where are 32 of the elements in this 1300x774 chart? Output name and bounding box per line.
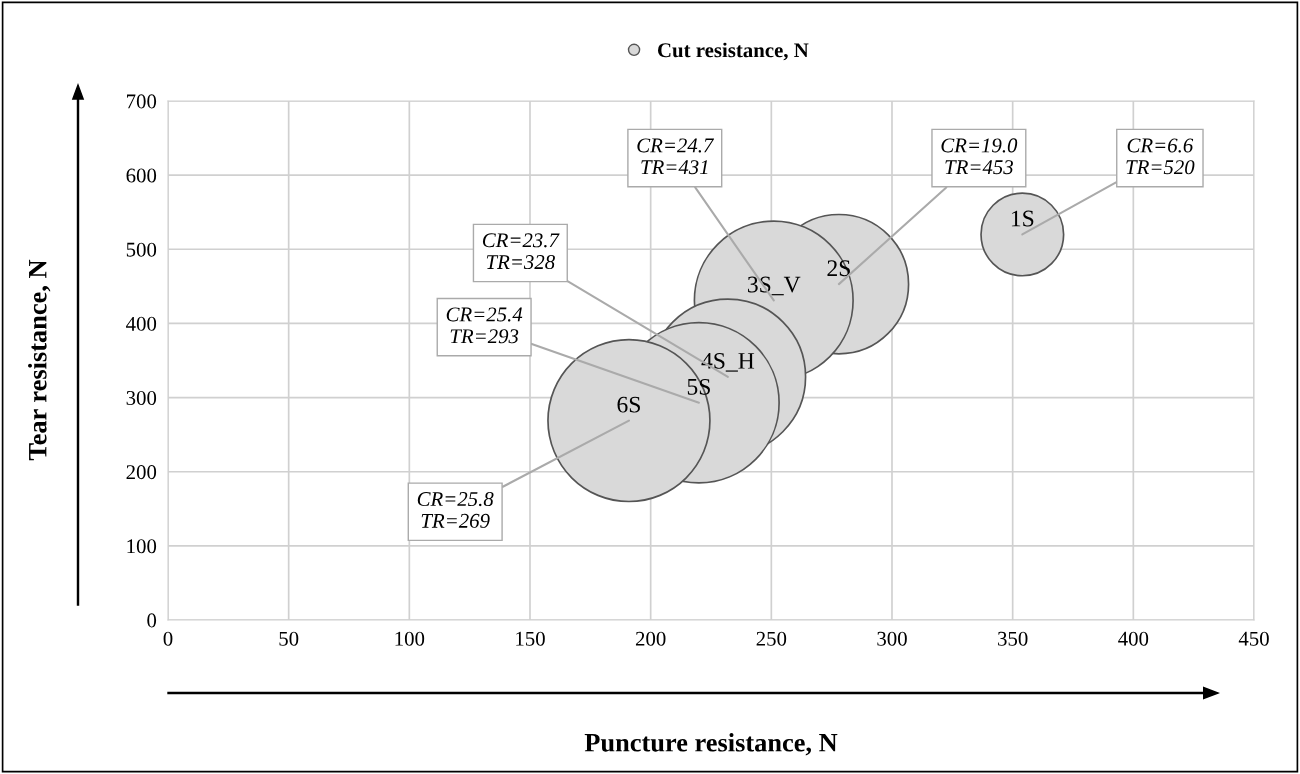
data-label: CR=19.0 TR=453 [941, 138, 1018, 175]
annotation: 3S_V [747, 276, 801, 296]
annotation: 1S [1011, 210, 1034, 227]
x-tick-label: 150 [516, 631, 545, 646]
x-axis-title: Puncture resistance, N [584, 733, 838, 756]
x-tick-label: 350 [998, 631, 1028, 646]
annotation: 2S [827, 260, 850, 277]
y-tick-label: 200 [126, 465, 157, 480]
x-tick-label: 400 [1118, 631, 1149, 646]
y-tick-label: 400 [126, 316, 157, 331]
y-tick-label: 600 [126, 168, 157, 183]
y-axis-title: Tear resistance, N [28, 259, 51, 461]
x-tick-label: 100 [395, 631, 425, 646]
x-tick-label: 200 [635, 631, 666, 646]
data-label: CR=24.7 TR=431 [637, 138, 715, 175]
annotation: 4S_H [701, 352, 755, 372]
legend-label: Cut resistance, N [657, 42, 809, 61]
y-tick-label: 500 [126, 242, 157, 257]
y-tick-label: 700 [127, 94, 157, 109]
x-tick-label: 0 [163, 631, 173, 646]
x-tick-label: 250 [756, 631, 787, 646]
data-label: CR=23.7 TR=328 [482, 233, 560, 270]
data-label: CR=6.6 TR=520 [1126, 138, 1195, 175]
y-tick-label: 0 [147, 613, 157, 628]
data-label: CR=25.4 TR=293 [446, 307, 523, 344]
data-label: CR=25.8 TR=269 [417, 492, 494, 528]
y-tick-label: 100 [127, 539, 157, 554]
x-tick-label: 50 [279, 631, 299, 646]
annotation: 6S [617, 396, 640, 413]
y-tick-label: 300 [126, 390, 157, 405]
x-tick-label: 450 [1238, 631, 1269, 646]
x-tick-label: 300 [877, 631, 907, 646]
